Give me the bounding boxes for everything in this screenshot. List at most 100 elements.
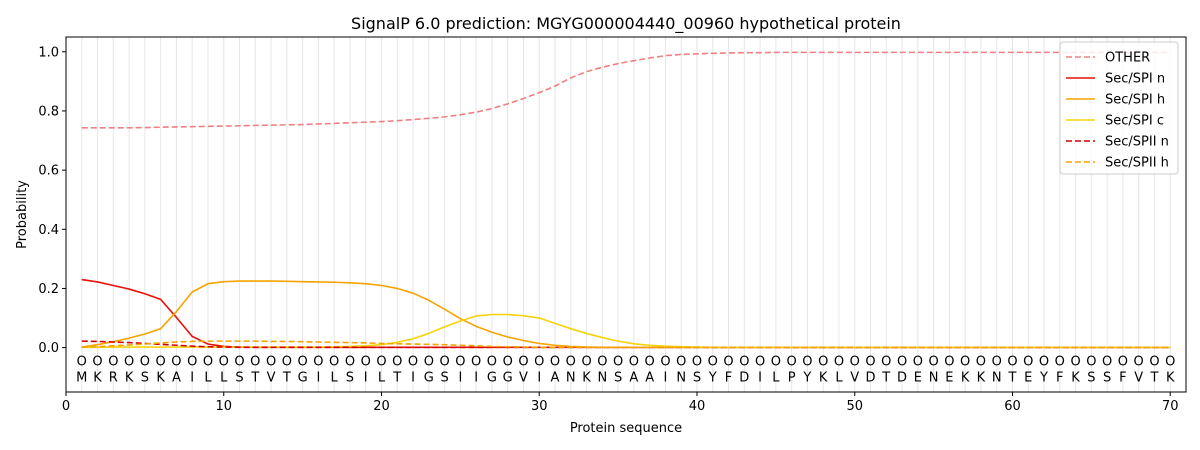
residue-label: S [614, 371, 622, 386]
region-marker: O [944, 354, 954, 369]
residue-label: S [346, 371, 354, 386]
region-marker: O [550, 354, 560, 369]
x-axis-ticks: 0 10 20 30 40 50 60 70 [62, 392, 1178, 414]
region-marker: O [771, 354, 781, 369]
residue-label: I [458, 371, 462, 386]
residue-label: L [220, 371, 228, 386]
region-marker: O [298, 354, 308, 369]
x-tick-label: 10 [215, 399, 232, 414]
region-marker: O [928, 354, 938, 369]
residue-label: D [897, 371, 907, 386]
region-marker: O [250, 354, 260, 369]
residue-label: Y [1039, 371, 1048, 386]
region-marker: O [219, 354, 229, 369]
residue-label: P [788, 371, 796, 386]
region-marker: O [660, 354, 670, 369]
region-marker: O [156, 354, 166, 369]
legend-label: Sec/SPI n [1105, 72, 1165, 87]
residue-label: S [440, 371, 448, 386]
region-marker: O [487, 354, 497, 369]
x-tick-label: 60 [1004, 399, 1021, 414]
region-marker: O [913, 354, 923, 369]
region-marker: O [676, 354, 686, 369]
legend-label: Sec/SPII n [1105, 135, 1169, 150]
residue-label: D [739, 371, 749, 386]
residue-label: T [250, 371, 259, 386]
y-axis-label: Probability [15, 180, 30, 249]
region-marker: O [392, 354, 402, 369]
region-marker: O [613, 354, 623, 369]
residue-label: T [392, 371, 401, 386]
region-marker: O [313, 354, 323, 369]
residue-label: I [316, 371, 320, 386]
region-marker: O [692, 354, 702, 369]
region-marker: O [708, 354, 718, 369]
region-marker: O [1023, 354, 1033, 369]
residue-label: A [629, 371, 638, 386]
region-marker: O [455, 354, 465, 369]
residue-label: K [977, 371, 986, 386]
series-line [81, 340, 1171, 349]
region-marker: O [581, 354, 591, 369]
region-marker: O [723, 354, 733, 369]
residue-label: K [1071, 371, 1080, 386]
residue-label: A [645, 371, 654, 386]
residue-label: I [364, 371, 368, 386]
residue-label: F [1056, 371, 1063, 386]
residue-label: L [331, 371, 339, 386]
region-marker: O [234, 354, 244, 369]
legend-label: Sec/SPI c [1105, 114, 1164, 129]
region-marker: O [960, 354, 970, 369]
residue-label: I [190, 371, 194, 386]
y-axis-ticks: 0.0 0.2 0.4 0.6 0.8 1.0 [38, 45, 66, 356]
residue-label: A [551, 371, 560, 386]
legend-label: OTHER [1105, 51, 1150, 66]
region-marker: O [881, 354, 891, 369]
region-marker: O [171, 354, 181, 369]
residue-label: I [537, 371, 541, 386]
region-marker: O [1118, 354, 1128, 369]
residue-label: G [424, 371, 434, 386]
region-marker: O [1007, 354, 1017, 369]
region-marker: O [77, 354, 87, 369]
residue-label: K [93, 371, 102, 386]
region-marker: O [834, 354, 844, 369]
region-marker: O [1134, 354, 1144, 369]
region-marker: O [108, 354, 118, 369]
residue-label: V [850, 371, 859, 386]
residue-label: T [881, 371, 890, 386]
residue-label: L [772, 371, 780, 386]
region-marker: O [802, 354, 812, 369]
residue-label: L [204, 371, 212, 386]
residue-label: T [1149, 371, 1158, 386]
residue-label: K [961, 371, 970, 386]
residue-label: V [267, 371, 276, 386]
residue-label: I [664, 371, 668, 386]
residue-label: N [597, 371, 607, 386]
residue-label: I [474, 371, 478, 386]
plot-frame [65, 36, 1187, 393]
region-marker: O [471, 354, 481, 369]
region-marker: O [645, 354, 655, 369]
series-lines [81, 51, 1171, 349]
region-marker: O [203, 354, 213, 369]
x-tick-label: 50 [846, 399, 863, 414]
legend-label: Sec/SPI h [1105, 93, 1165, 108]
residue-label: D [865, 371, 875, 386]
region-marker: O [787, 354, 797, 369]
residue-label: S [235, 371, 243, 386]
region-marker: O [976, 354, 986, 369]
y-tick-label: 0.2 [38, 282, 59, 297]
region-marker: O [408, 354, 418, 369]
y-tick-label: 1.0 [38, 45, 59, 60]
residue-label: M [76, 371, 87, 386]
residue-label: N [676, 371, 686, 386]
residue-label: L [835, 371, 843, 386]
region-marker: O [850, 354, 860, 369]
series-line [81, 51, 1171, 129]
y-tick-label: 0.0 [38, 341, 59, 356]
region-marker: O [266, 354, 276, 369]
region-marker: O [566, 354, 576, 369]
